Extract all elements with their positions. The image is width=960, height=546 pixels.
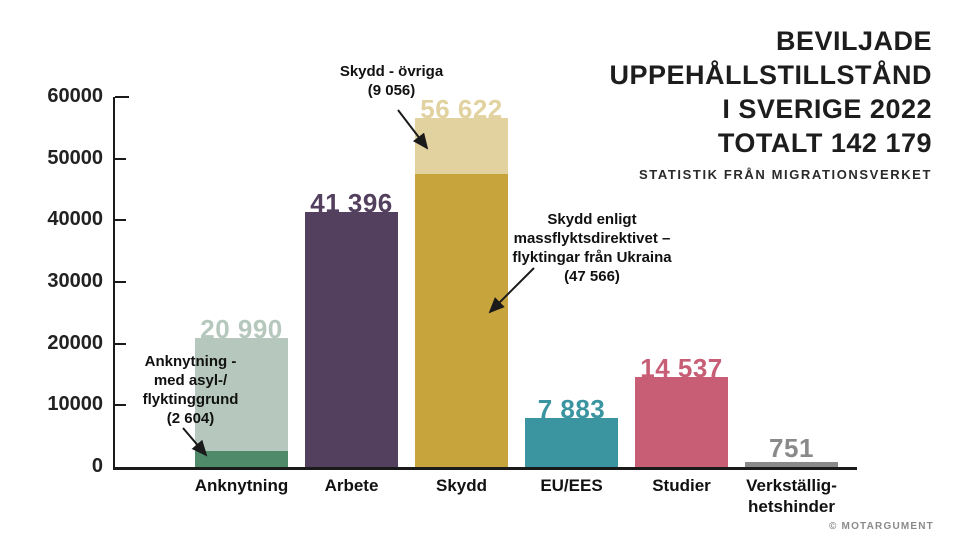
x-label-line: EU/EES xyxy=(540,476,603,495)
y-tick-mark xyxy=(115,96,129,98)
annotation-line: med asyl-/ xyxy=(153,372,228,389)
page-title-line: I SVERIGE 2022 xyxy=(722,94,932,124)
page-title-line: BEVILJADE xyxy=(775,26,932,56)
annotation-line: flyktinggrund xyxy=(142,391,239,408)
y-tick-mark xyxy=(115,219,126,222)
annotation-line: Skydd enligt xyxy=(547,211,637,228)
bar-value-skydd: 56 622 xyxy=(420,93,503,124)
x-label-line: Arbete xyxy=(324,476,379,495)
y-tick-mark xyxy=(115,404,126,407)
x-label-line: Verkställig- xyxy=(746,476,837,495)
x-label-line: Skydd xyxy=(435,476,488,495)
bar-arbete xyxy=(305,211,398,467)
y-tick-label-20000: 20000 xyxy=(47,331,103,354)
y-tick-label-50000: 50000 xyxy=(47,146,103,169)
bar-segment-skydd-enligt-massflyktsdirektivet-flyktingar-fr-n-ukraina-47-566 xyxy=(415,173,508,467)
x-label-line: hetshinder xyxy=(748,497,835,516)
plot-area: 0 10000 20000 30000 40000 50000 60000 20 990 Ank… xyxy=(47,85,857,516)
annotation-line: Skydd - övriga xyxy=(339,63,444,80)
annotation-line: massflyktsdirektivet – xyxy=(513,230,671,247)
y-tick-label-30000: 30000 xyxy=(47,270,103,292)
title-block: BEVILJADE UPPEHÅLLSTILLSTÅND I SVERIGE 2… xyxy=(610,24,933,182)
annotation-ukraina: Skydd enligt massflyktsdirektivet – flyk… xyxy=(487,210,697,286)
x-label-studier: Studier xyxy=(617,475,747,496)
y-tick-mark xyxy=(115,281,126,283)
bar-segment-anknytning-med-asyl-flyktinggrund-2-604 xyxy=(195,450,288,467)
x-label-arbete: Arbete xyxy=(287,475,417,496)
annotation-anknytning-asyl: Anknytning - med asyl-/ flyktinggrund (2… xyxy=(118,352,263,428)
bar-studier xyxy=(635,377,728,467)
annotation-line: (2 604) xyxy=(166,410,215,427)
y-tick-mark xyxy=(115,157,126,160)
x-axis-line xyxy=(113,467,857,470)
credit-line: © MOTARGUMENT xyxy=(829,521,934,532)
page-title-line: TOTALT 142 179 xyxy=(717,128,932,158)
bar-value-eu-ees: 7 883 xyxy=(537,394,606,425)
x-label-eu-ees: EU/EES xyxy=(507,475,637,496)
page-title-line: UPPEHÅLLSTILLSTÅND xyxy=(609,60,932,90)
annotation-line: Anknytning - xyxy=(144,353,237,370)
bar-verkst-llig xyxy=(745,462,838,467)
bar-anknytning xyxy=(195,337,288,467)
x-label-line: Anknytning xyxy=(194,476,289,495)
bar-value-studier: 14 537 xyxy=(640,353,723,384)
subtitle: STATISTIK FRÅN MIGRATIONSVERKET xyxy=(639,167,932,182)
bar-value-verkst-llig: 751 xyxy=(769,433,814,463)
y-tick-label-0: 0 xyxy=(91,455,103,477)
y-tick-label-10000: 10000 xyxy=(47,393,103,416)
x-label-skydd: Skydd xyxy=(397,475,527,496)
annotation-skydd-ovriga: Skydd - övriga (9 056) xyxy=(309,62,474,100)
bar-eu-ees xyxy=(525,418,618,467)
y-tick-label-60000: 60000 xyxy=(47,85,103,107)
y-tick-label-40000: 40000 xyxy=(47,208,103,231)
x-label-line: Studier xyxy=(652,476,711,495)
annotation-line: (47 566) xyxy=(564,268,620,285)
x-label-verkst-llig: Verkställig-hetshinder xyxy=(727,475,857,517)
bar-value-anknytning: 20 990 xyxy=(200,313,283,344)
annotation-line: flyktingar från Ukraina xyxy=(512,249,672,266)
y-tick-mark xyxy=(115,342,126,345)
x-label-anknytning: Anknytning xyxy=(177,475,307,496)
annotation-line: (9 056) xyxy=(367,82,416,99)
bar-value-arbete: 41 396 xyxy=(310,187,393,218)
y-axis-line xyxy=(113,97,115,469)
